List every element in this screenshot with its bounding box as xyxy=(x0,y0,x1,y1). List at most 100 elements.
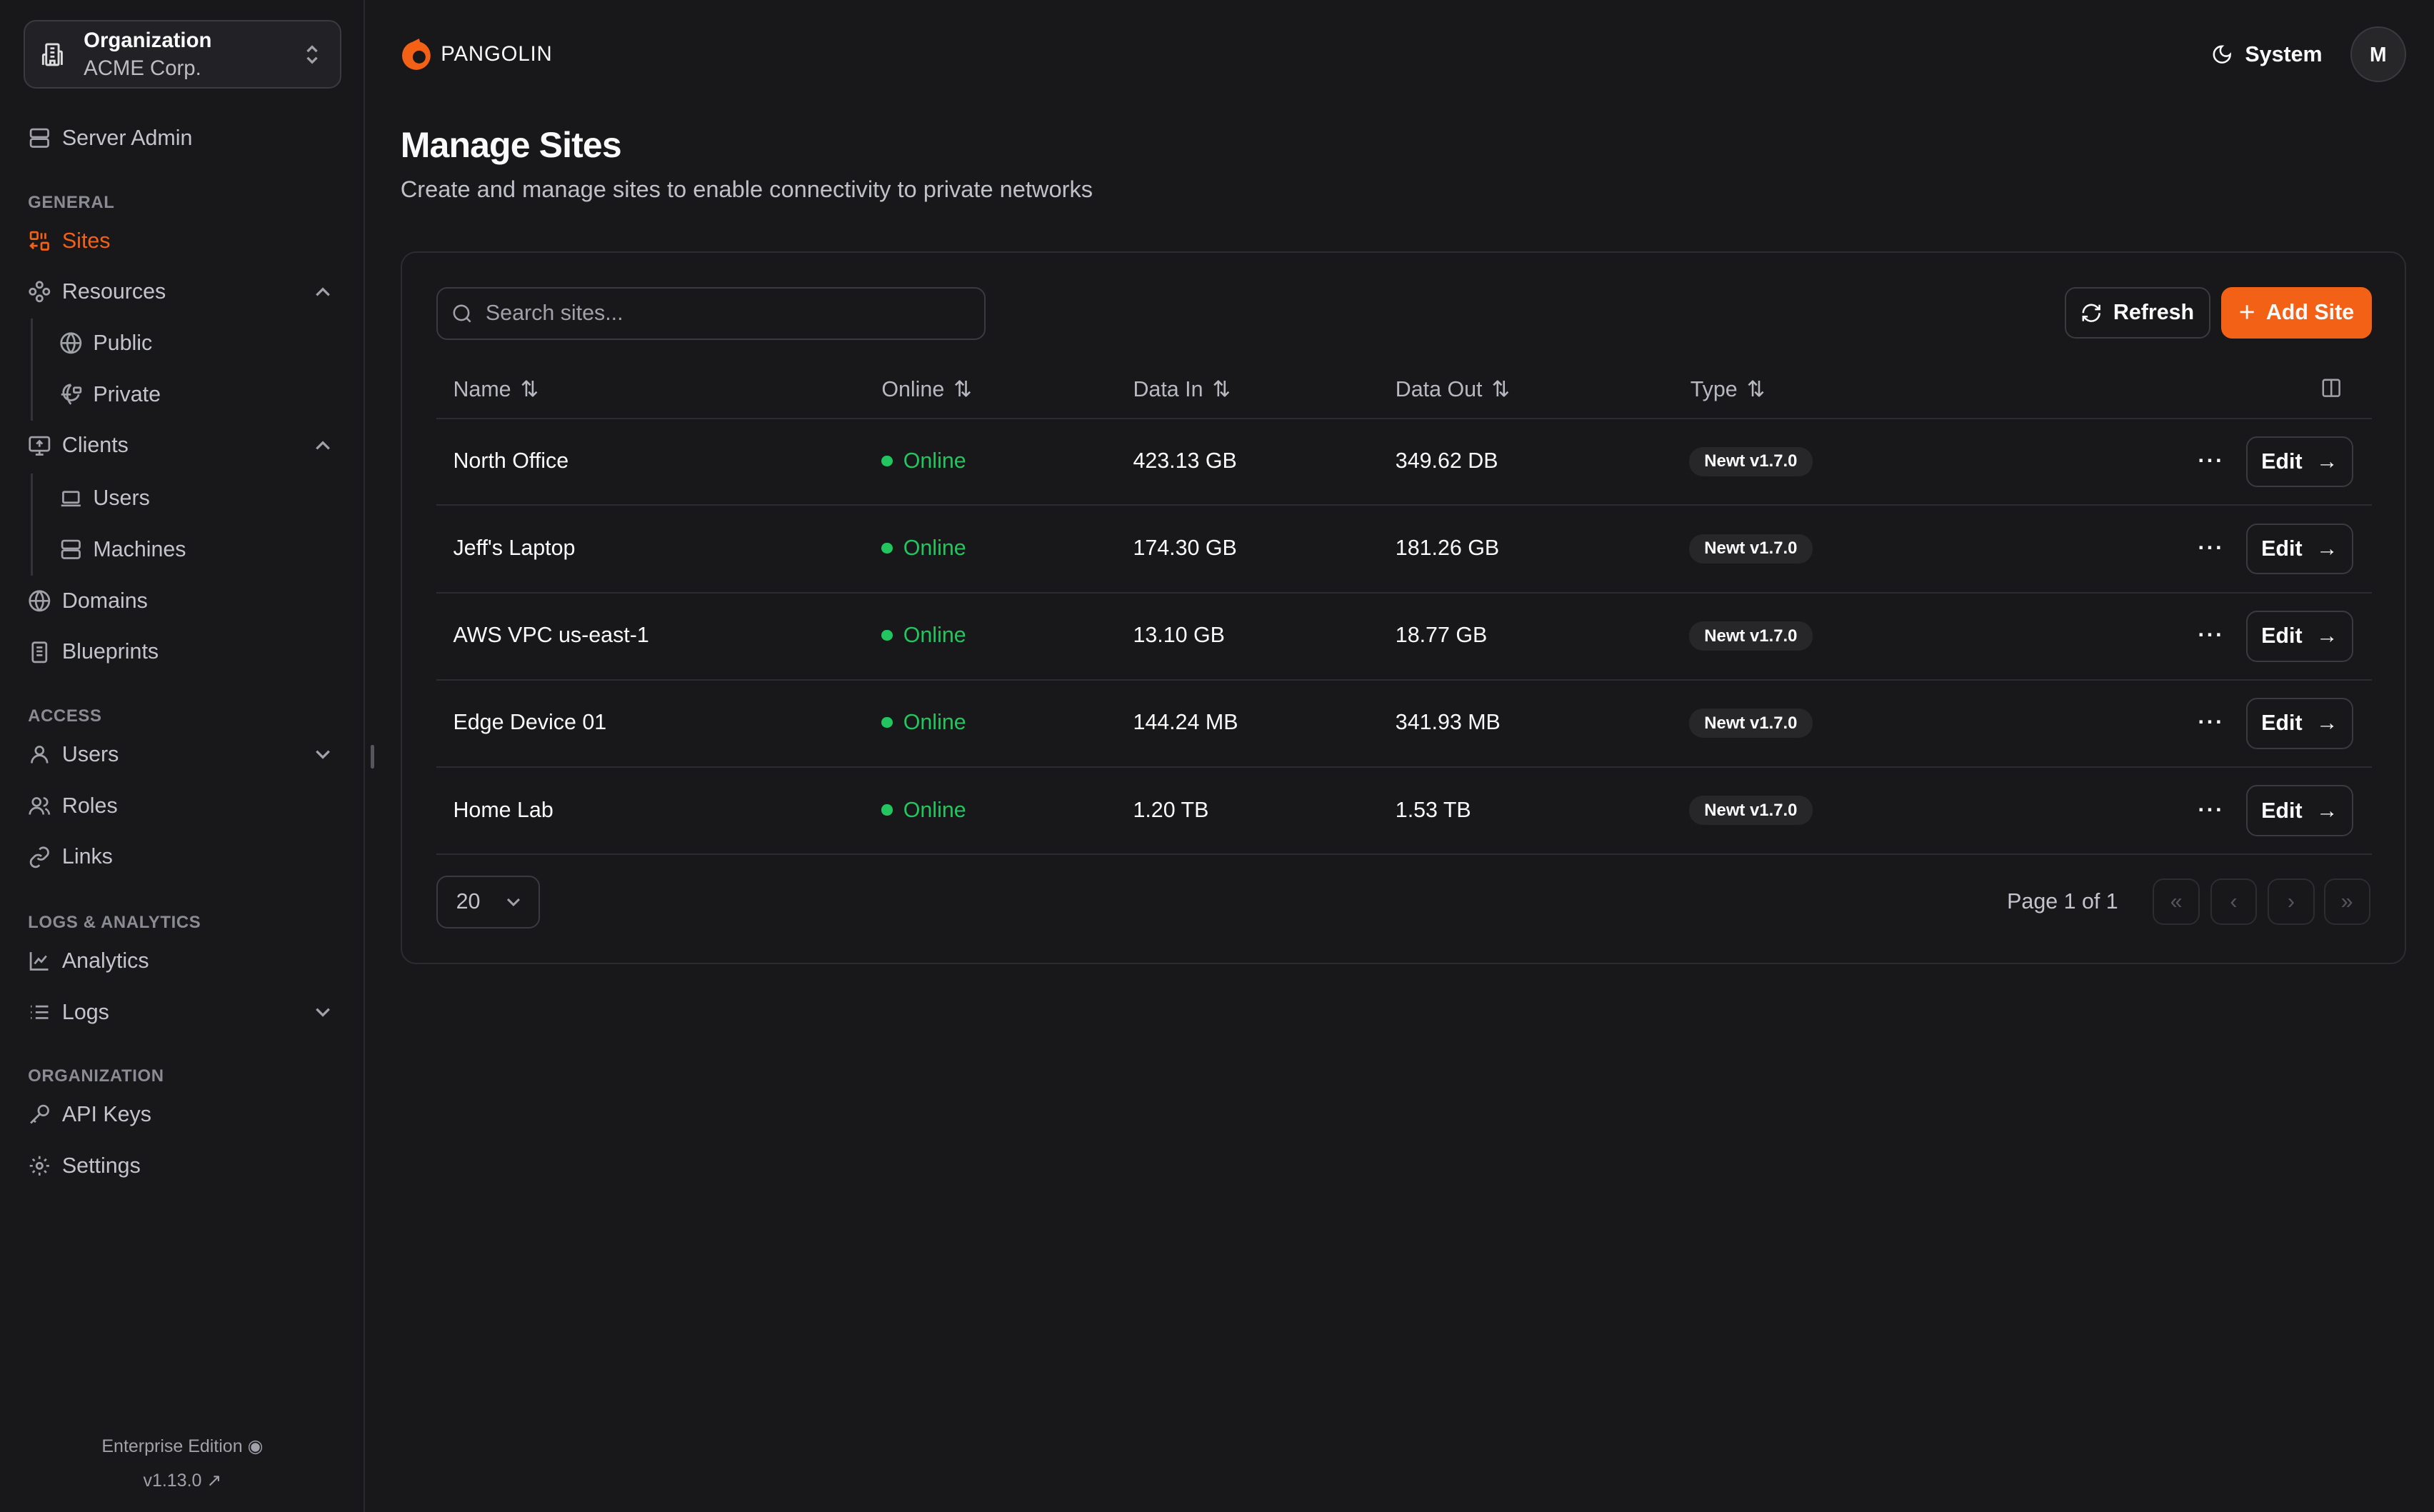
status-badge: Online xyxy=(881,710,966,735)
chevron-down-icon[interactable] xyxy=(314,1003,332,1021)
more-actions-icon[interactable]: ··· xyxy=(2198,710,2225,735)
nav-label: Clients xyxy=(61,433,129,458)
chevron-down-icon[interactable] xyxy=(314,745,332,763)
sidebar-item-public[interactable]: Public xyxy=(59,331,370,356)
data-in: 423.13 GB xyxy=(1133,448,1237,473)
nav-label: Blueprints xyxy=(61,639,159,664)
column-label: Online xyxy=(881,376,945,401)
table-row: AWS VPC us-east-1 Online 13.10 GB 18.77 … xyxy=(436,594,2372,681)
chevrons-up-down-icon xyxy=(303,42,321,67)
sidebar-item-private[interactable]: Private xyxy=(59,382,370,407)
sidebar-item-settings[interactable]: Settings xyxy=(28,1153,339,1178)
more-actions-icon[interactable]: ··· xyxy=(2198,448,2225,473)
edition-label[interactable]: Enterprise Edition ◉ xyxy=(0,1436,365,1457)
data-in: 13.10 GB xyxy=(1133,623,1225,648)
sort-icon: ⇅ xyxy=(1491,376,1510,401)
more-actions-icon[interactable]: ··· xyxy=(2198,797,2225,822)
type-badge: Newt v1.7.0 xyxy=(1688,621,1813,651)
sidebar-item-client-users[interactable]: Users xyxy=(59,486,370,511)
sidebar-item-domains[interactable]: Domains xyxy=(28,589,339,614)
data-out: 349.62 DB xyxy=(1395,448,1498,473)
sort-icon: ⇅ xyxy=(1746,376,1766,401)
sort-icon: ⇅ xyxy=(953,376,972,401)
globe-lock-icon xyxy=(59,383,83,406)
section-access: ACCESS xyxy=(28,706,102,726)
column-label: Type xyxy=(1690,376,1738,401)
status-text: Online xyxy=(903,536,966,561)
org-selector[interactable]: Organization ACME Corp. xyxy=(23,20,342,89)
brand-logo[interactable]: PANGOLIN xyxy=(399,37,553,71)
column-name[interactable]: Name ⇅ xyxy=(453,377,539,402)
columns-toggle-icon[interactable] xyxy=(2320,377,2342,399)
status-badge: Online xyxy=(881,623,966,648)
sort-icon: ⇅ xyxy=(520,376,539,401)
sidebar-item-roles[interactable]: Roles xyxy=(28,793,339,818)
user-icon xyxy=(28,743,51,766)
sidebar-item-links[interactable]: Links xyxy=(28,844,339,869)
add-site-button[interactable]: + Add Site xyxy=(2221,286,2372,339)
table-row: Edge Device 01 Online 144.24 MB 341.93 M… xyxy=(436,681,2372,768)
edit-button[interactable]: Edit → xyxy=(2245,785,2353,836)
chevron-down-icon xyxy=(505,893,522,911)
nav-label: Users xyxy=(61,741,119,766)
chevron-up-icon[interactable] xyxy=(314,436,332,455)
status-dot xyxy=(881,717,893,729)
chevron-up-icon[interactable] xyxy=(314,283,332,301)
last-page-button[interactable]: » xyxy=(2323,878,2370,926)
sidebar-item-blueprints[interactable]: Blueprints xyxy=(28,639,339,664)
site-name: Jeff's Laptop xyxy=(453,536,576,561)
next-page-button[interactable]: › xyxy=(2268,878,2315,926)
edit-label: Edit xyxy=(2261,624,2303,649)
sidebar-item-machines[interactable]: Machines xyxy=(59,537,370,562)
type-badge: Newt v1.7.0 xyxy=(1688,534,1813,564)
sidebar-item-clients[interactable]: Clients xyxy=(28,433,339,458)
key-icon xyxy=(28,1103,51,1126)
sidebar-item-server-admin[interactable]: Server Admin xyxy=(28,126,339,151)
workflow-icon xyxy=(28,280,51,304)
site-name: Home Lab xyxy=(453,797,554,822)
file-text-icon xyxy=(28,641,51,664)
sidebar-item-sites[interactable]: Sites xyxy=(28,229,339,254)
column-data-out[interactable]: Data Out ⇅ xyxy=(1396,377,1510,402)
status-text: Online xyxy=(903,623,966,648)
edit-button[interactable]: Edit → xyxy=(2245,523,2353,575)
edit-button[interactable]: Edit → xyxy=(2245,436,2353,488)
edit-button[interactable]: Edit → xyxy=(2245,698,2353,749)
sidebar-item-users[interactable]: Users xyxy=(28,742,339,767)
search-input[interactable]: Search sites... xyxy=(436,286,986,340)
nav-label: Sites xyxy=(61,228,111,253)
sidebar-item-analytics[interactable]: Analytics xyxy=(28,948,339,973)
nav-label: API Keys xyxy=(61,1102,151,1127)
avatar[interactable]: M xyxy=(2350,26,2406,83)
data-out: 181.26 GB xyxy=(1395,536,1500,561)
arrow-right-icon: → xyxy=(2316,711,2338,736)
site-name: Edge Device 01 xyxy=(453,710,607,735)
theme-toggle[interactable]: System xyxy=(2211,42,2323,67)
column-type[interactable]: Type ⇅ xyxy=(1691,377,1765,402)
sidebar-item-resources[interactable]: Resources xyxy=(28,279,339,304)
edit-button[interactable]: Edit → xyxy=(2245,610,2353,662)
column-data-in[interactable]: Data In ⇅ xyxy=(1133,377,1231,402)
more-actions-icon[interactable]: ··· xyxy=(2198,536,2225,561)
version-link[interactable]: v1.13.0 ↗ xyxy=(0,1470,365,1491)
sidebar-resize-handle[interactable] xyxy=(371,745,374,768)
edit-label: Edit xyxy=(2261,711,2303,736)
column-label: Data In xyxy=(1133,376,1203,401)
sidebar-item-api-keys[interactable]: API Keys xyxy=(28,1102,339,1127)
data-out: 1.53 TB xyxy=(1395,797,1471,822)
version-text: v1.13.0 xyxy=(143,1471,202,1491)
page-info: Page 1 of 1 xyxy=(2007,889,2118,914)
refresh-button[interactable]: Refresh xyxy=(2064,286,2210,339)
more-actions-icon[interactable]: ··· xyxy=(2198,623,2225,648)
type-badge: Newt v1.7.0 xyxy=(1688,446,1813,476)
brand-name: PANGOLIN xyxy=(441,42,553,66)
table-row: North Office Online 423.13 GB 349.62 DB … xyxy=(436,419,2372,506)
first-page-button[interactable]: « xyxy=(2153,878,2200,926)
users-icon xyxy=(28,794,51,818)
nav-label: Roles xyxy=(61,793,118,818)
chart-line-icon xyxy=(28,949,51,973)
page-size-select[interactable]: 20 xyxy=(436,875,541,928)
column-online[interactable]: Online ⇅ xyxy=(881,377,971,402)
sidebar-item-logs[interactable]: Logs xyxy=(28,1000,339,1025)
prev-page-button[interactable]: ‹ xyxy=(2210,878,2258,926)
